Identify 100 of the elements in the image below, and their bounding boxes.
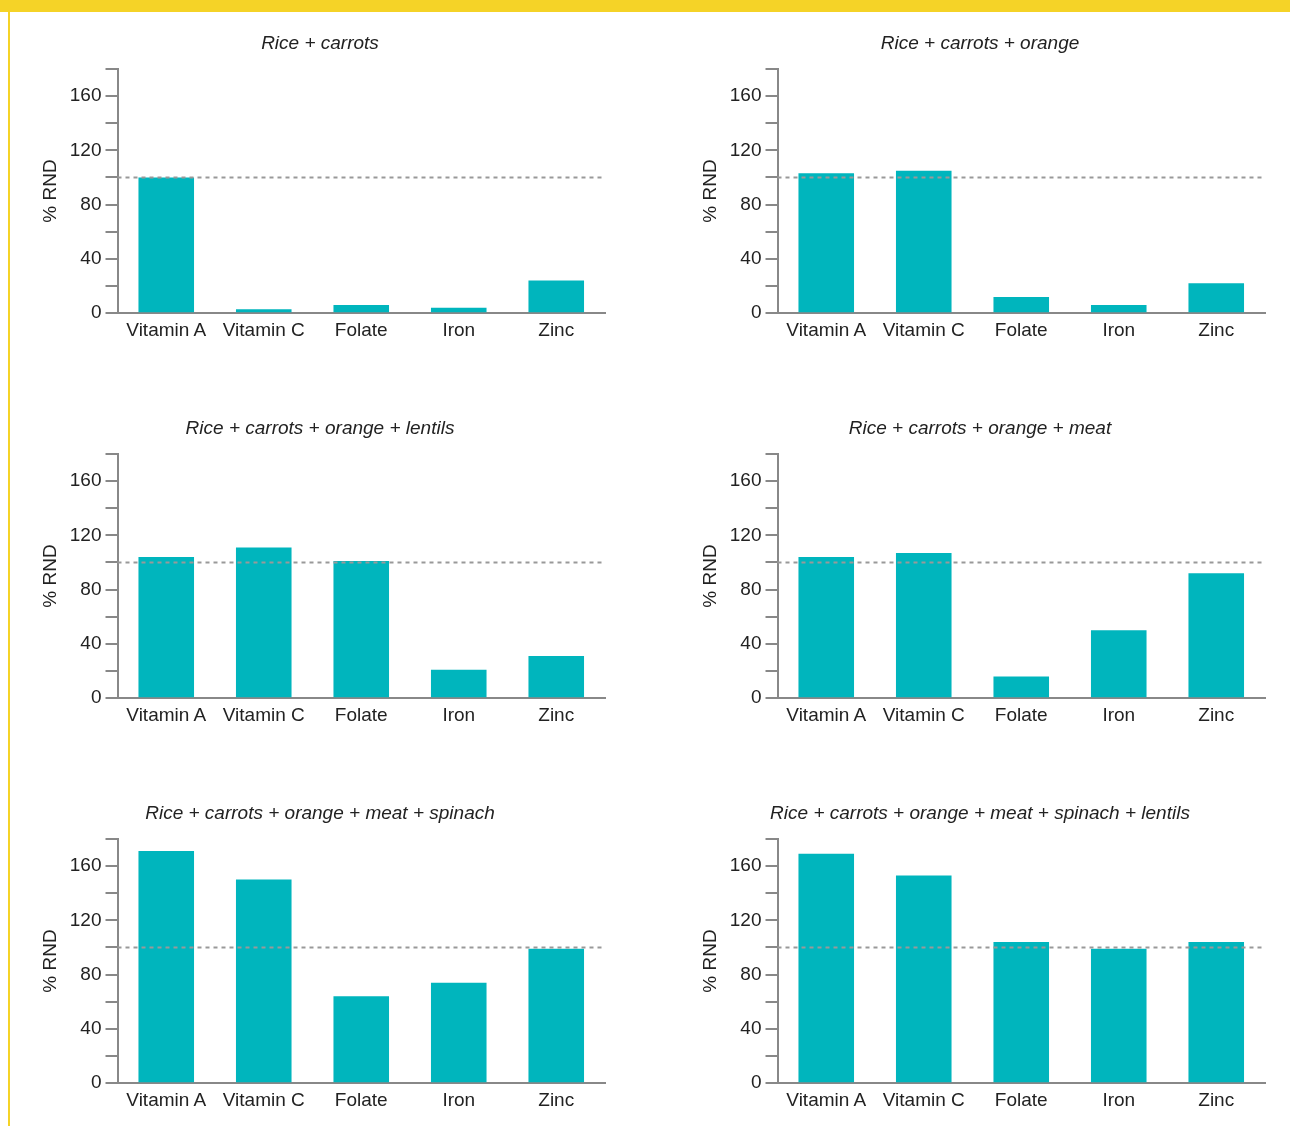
x-tick-label: Zinc [538, 1088, 575, 1110]
x-tick-label: Folate [334, 318, 388, 340]
chart-title: Rice + carrots + orange + lentils [185, 416, 455, 438]
bar [1090, 948, 1147, 1083]
bar [798, 556, 855, 698]
chart-title: Rice + carrots + orange + meat + spinach [145, 801, 495, 823]
x-tick-label: Iron [1102, 703, 1136, 725]
y-tick-label: 40 [80, 1017, 102, 1039]
bar [1188, 573, 1245, 698]
x-tick-label: Zinc [538, 703, 575, 725]
y-tick-label: 120 [729, 908, 762, 930]
y-tick-label: 160 [69, 84, 102, 106]
bar [138, 851, 195, 1083]
chart-title: Rice + carrots + orange + meat + spinach + lentils [770, 801, 1191, 823]
y-tick-label: 80 [80, 192, 102, 214]
y-axis-title: % RND [698, 159, 720, 223]
x-tick-label: Iron [442, 318, 476, 340]
x-tick-label: Zinc [1198, 318, 1235, 340]
y-axis-title: % RND [38, 159, 60, 223]
bar [333, 561, 390, 698]
bar [333, 305, 390, 313]
x-tick-label: Vitamin C [882, 703, 965, 725]
chart-title: Rice + carrots + orange + meat [848, 416, 1112, 438]
bar [430, 307, 487, 313]
y-tick-label: 80 [80, 577, 102, 599]
bar [895, 170, 952, 313]
y-tick-label: 80 [740, 577, 762, 599]
x-tick-label: Folate [334, 703, 388, 725]
y-tick-label: 40 [80, 247, 102, 269]
y-tick-label: 0 [90, 1071, 102, 1093]
bar [993, 676, 1050, 698]
bar [798, 853, 855, 1083]
x-tick-label: Vitamin A [786, 1088, 867, 1110]
y-tick-label: 0 [750, 1071, 762, 1093]
y-axis-title: % RND [698, 929, 720, 993]
bar [993, 296, 1050, 313]
bar [895, 552, 952, 698]
bar [528, 280, 585, 313]
x-tick-label: Folate [334, 1088, 388, 1110]
y-tick-label: 160 [729, 84, 762, 106]
y-axis-title: % RND [38, 544, 60, 608]
x-tick-label: Iron [1102, 318, 1136, 340]
bar [1188, 283, 1245, 313]
y-axis-title: % RND [698, 544, 720, 608]
bar [430, 669, 487, 698]
bar [1090, 630, 1147, 698]
x-tick-label: Vitamin A [126, 318, 207, 340]
x-tick-label: Zinc [1198, 703, 1235, 725]
bar [235, 879, 292, 1083]
y-tick-label: 0 [750, 301, 762, 323]
bar [798, 173, 855, 313]
chart-title: Rice + carrots + orange [880, 31, 1080, 53]
y-tick-label: 120 [69, 138, 102, 160]
x-tick-label: Vitamin A [126, 703, 207, 725]
x-tick-label: Vitamin C [222, 703, 305, 725]
chart-title: Rice + carrots [261, 31, 380, 53]
y-tick-label: 160 [729, 469, 762, 491]
y-tick-label: 80 [740, 962, 762, 984]
x-tick-label: Iron [1102, 1088, 1136, 1110]
y-tick-label: 40 [80, 632, 102, 654]
x-tick-label: Vitamin C [882, 318, 965, 340]
bar [895, 875, 952, 1083]
x-tick-label: Vitamin A [126, 1088, 207, 1110]
bar [430, 982, 487, 1083]
y-tick-label: 0 [90, 301, 102, 323]
bar [993, 941, 1050, 1083]
bar [235, 309, 292, 313]
y-axis-title: % RND [38, 929, 60, 993]
y-tick-label: 80 [80, 962, 102, 984]
x-tick-label: Zinc [1198, 1088, 1235, 1110]
bar [528, 656, 585, 698]
y-tick-label: 0 [90, 686, 102, 708]
x-tick-label: Vitamin A [786, 703, 867, 725]
y-tick-label: 40 [740, 1017, 762, 1039]
bar [528, 948, 585, 1083]
y-tick-label: 120 [729, 523, 762, 545]
y-tick-label: 80 [740, 192, 762, 214]
x-tick-label: Iron [442, 703, 476, 725]
x-tick-label: Iron [442, 1088, 476, 1110]
y-tick-label: 120 [69, 523, 102, 545]
x-tick-label: Vitamin C [222, 1088, 305, 1110]
y-tick-label: 120 [69, 908, 102, 930]
y-tick-label: 160 [69, 854, 102, 876]
y-tick-label: 160 [69, 469, 102, 491]
bar [235, 547, 292, 698]
bar [333, 996, 390, 1083]
bar [138, 556, 195, 698]
bar [1090, 305, 1147, 313]
x-tick-label: Folate [994, 703, 1048, 725]
y-tick-label: 40 [740, 247, 762, 269]
y-tick-label: 40 [740, 632, 762, 654]
y-tick-label: 120 [729, 138, 762, 160]
x-tick-label: Folate [994, 318, 1048, 340]
x-tick-label: Folate [994, 1088, 1048, 1110]
x-tick-label: Vitamin C [882, 1088, 965, 1110]
y-tick-label: 0 [750, 686, 762, 708]
x-tick-label: Vitamin C [222, 318, 305, 340]
x-tick-label: Zinc [538, 318, 575, 340]
bar [138, 177, 195, 313]
bar [1188, 941, 1245, 1083]
